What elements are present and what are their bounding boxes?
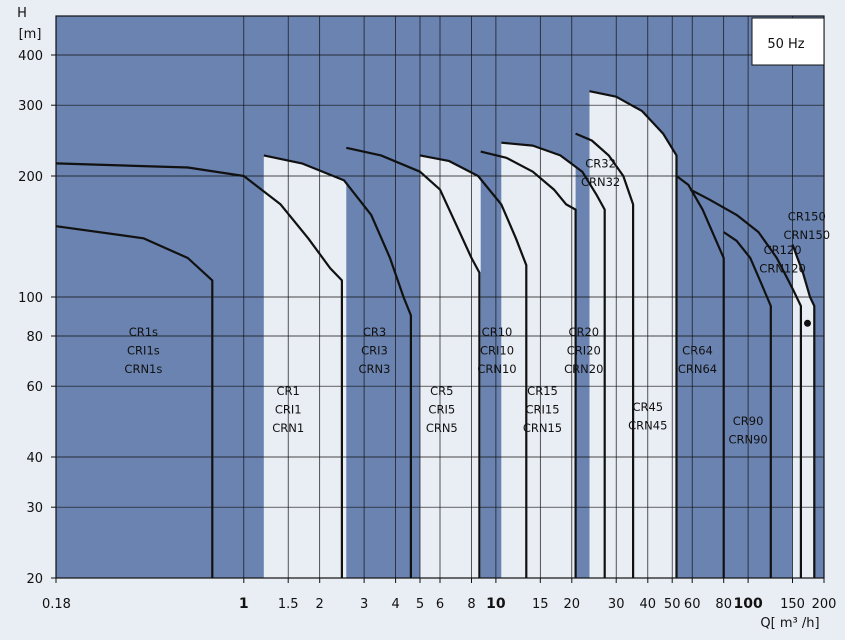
y-axis-ticks: 20 30 40 60 80 100 200 300 400 — [18, 49, 56, 587]
region-label-cri10: CRI10 — [480, 344, 514, 358]
x-tick-label-60: 60 — [684, 597, 701, 612]
region-label-crn3: CRN3 — [359, 362, 391, 376]
y-tick-label-30: 30 — [26, 501, 43, 516]
x-tick-label-2: 2 — [316, 597, 324, 612]
region-label-cri1s: CRI1s — [127, 344, 160, 358]
outline-cr1s — [55, 225, 214, 578]
grid-lines — [56, 16, 824, 578]
region-label-cr15: CR15 — [527, 384, 558, 398]
x-axis-ticks: 0.18 1 1.5 2 3 4 5 6 8 10 15 20 30 40 50 60 80 100 150 200 — [42, 578, 836, 612]
outline-cr1 — [55, 162, 343, 578]
plot-frame — [55, 15, 825, 579]
region-label-cr5: CR5 — [430, 384, 453, 398]
frequency-legend: 50 Hz — [751, 17, 825, 66]
region-label-crn15: CRN15 — [523, 421, 562, 435]
outline-cr120 — [689, 188, 802, 578]
x-tick-label-40: 40 — [640, 597, 657, 612]
region-label-crn1: CRN1 — [272, 421, 304, 435]
x-tick-label-8: 8 — [467, 597, 475, 612]
region-label-cr3: CR3 — [363, 325, 386, 339]
y-tick-label-300: 300 — [18, 99, 43, 114]
region-label-cr32: CR32 — [585, 157, 616, 171]
region-label-crn64: CRN64 — [678, 362, 717, 376]
y-tick-label-400: 400 — [18, 49, 43, 64]
x-tick-label-50: 50 — [664, 597, 681, 612]
region-label-cr10: CR10 — [482, 325, 513, 339]
region-label-crn90: CRN90 — [728, 433, 767, 447]
region-label-crn32: CRN32 — [581, 175, 620, 189]
y-tick-label-40: 40 — [26, 451, 43, 466]
y-tick-label-80: 80 — [26, 330, 43, 345]
region-label-cr64: CR64 — [682, 343, 713, 357]
region-label-crn1s: CRN1s — [124, 362, 162, 376]
x-tick-label-4: 4 — [391, 597, 399, 612]
region-label-crn150: CRN150 — [784, 228, 831, 242]
y-tick-label-60: 60 — [26, 380, 43, 395]
region-label-cr1s: CR1s — [129, 325, 158, 339]
region-label-cr45: CR45 — [632, 400, 663, 414]
x-tick-label-1: 1 — [239, 596, 249, 612]
frequency-legend-box — [751, 17, 825, 66]
outline-cr45 — [589, 90, 678, 578]
x-axis-title: Q[ m³ /h] — [760, 616, 819, 631]
outline-cr20 — [501, 141, 606, 578]
x-tick-label-100: 100 — [733, 596, 762, 612]
outline-cr5 — [346, 146, 481, 578]
outline-cr64 — [675, 175, 725, 578]
x-tick-label-0.18: 0.18 — [42, 597, 71, 612]
outline-cr3 — [263, 154, 412, 578]
marker-cr150 — [804, 319, 811, 327]
region-label-cr150: CR150 — [788, 210, 826, 224]
region-cr150 — [792, 244, 815, 578]
y-tick-label-20: 20 — [26, 572, 43, 587]
region-label-cr20: CR20 — [568, 325, 599, 339]
region-label-cr1: CR1 — [277, 384, 300, 398]
x-tick-label-200: 200 — [812, 597, 837, 612]
outline-cr10 — [419, 154, 528, 578]
x-tick-label-30: 30 — [608, 597, 625, 612]
region-label-crn5: CRN5 — [426, 421, 458, 435]
region-label-crn120: CRN120 — [759, 261, 806, 275]
y-tick-label-100: 100 — [18, 291, 43, 306]
x-tick-label-10: 10 — [486, 596, 506, 612]
x-tick-label-80: 80 — [715, 597, 732, 612]
pump-range-labels: CR1s CRI1s CRN1s CR1 CRI1 CRN1 CR3 CRI3 CRN3 CR5 C… — [124, 157, 830, 447]
x-tick-label-20: 20 — [564, 597, 581, 612]
pump-range-outlines — [55, 90, 816, 578]
y-axis-title: H — [17, 6, 27, 21]
region-label-cri15: CRI15 — [525, 403, 559, 417]
x-tick-label-1.5: 1.5 — [278, 597, 299, 612]
frequency-legend-text: 50 Hz — [767, 37, 804, 52]
y-tick-label-200: 200 — [18, 170, 43, 185]
outline-cr150 — [791, 244, 816, 578]
region-label-cri1: CRI1 — [275, 403, 302, 417]
plot-border — [55, 15, 825, 579]
region-label-cr90: CR90 — [733, 414, 764, 428]
region-label-cr120: CR120 — [764, 243, 802, 257]
x-tick-label-5: 5 — [416, 597, 424, 612]
outline-cr32 — [575, 132, 635, 578]
y-axis-unit: [m] — [19, 27, 42, 42]
region-label-crn20: CRN20 — [564, 362, 603, 376]
region-cr120 — [690, 189, 801, 578]
x-tick-label-3: 3 — [360, 597, 368, 612]
region-label-crn45: CRN45 — [628, 419, 667, 433]
region-label-cri5: CRI5 — [428, 403, 455, 417]
x-tick-label-150: 150 — [780, 597, 805, 612]
pump-range-regions — [56, 91, 815, 579]
outline-cr90 — [723, 231, 772, 578]
region-label-cri3: CRI3 — [361, 344, 388, 358]
outline-cr15 — [480, 150, 577, 578]
x-tick-label-15: 15 — [532, 597, 549, 612]
x-tick-label-6: 6 — [436, 597, 444, 612]
region-label-crn10: CRN10 — [477, 362, 516, 376]
region-label-cri20: CRI20 — [567, 344, 601, 358]
